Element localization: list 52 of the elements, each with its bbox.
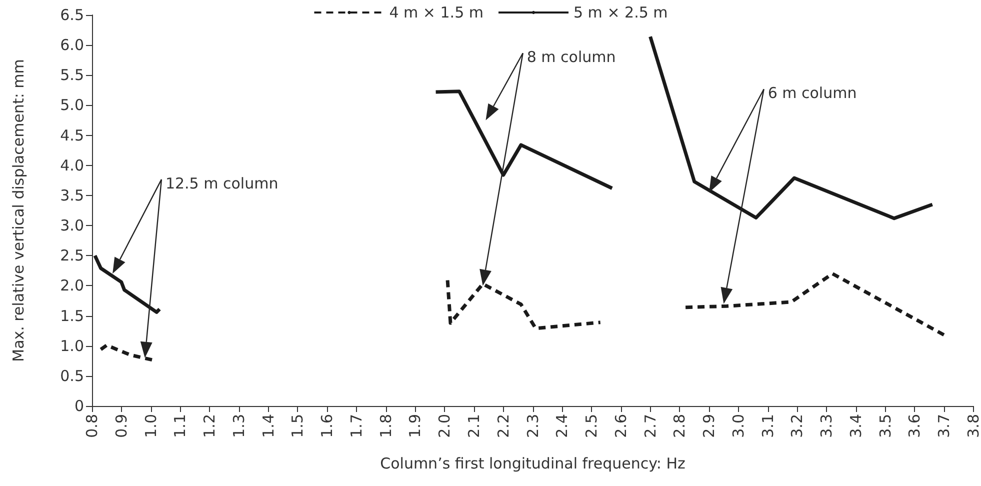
x-tick-label: 2.6: [612, 414, 630, 438]
y-tick-label: 3.0: [60, 216, 84, 235]
x-tick-label: 3.2: [788, 414, 806, 438]
y-tick-label: 1.0: [60, 336, 84, 355]
annotation: 8 m column: [526, 48, 616, 66]
x-tick-label: 0.9: [112, 414, 130, 438]
x-tick-label: 3.8: [964, 414, 981, 438]
x-tick-label: 0.8: [83, 414, 101, 438]
x-tick-label: 1.2: [200, 414, 219, 438]
y-tick-label: 4.0: [60, 156, 84, 174]
x-tick-label: 3.0: [729, 414, 748, 438]
y-tick-label: 3.5: [60, 186, 84, 204]
x-tick-label: 2.0: [436, 414, 454, 438]
x-tick-label: 3.3: [818, 414, 836, 438]
x-tick-label: 1.3: [230, 414, 248, 438]
y-tick-label: 4.5: [60, 126, 84, 144]
y-tick-label: 2.0: [60, 276, 84, 295]
x-tick-label: 2.8: [670, 414, 689, 438]
x-tick-label: 3.6: [906, 414, 924, 438]
y-tick-label: 6.0: [60, 36, 84, 54]
y-tick-label: 2.5: [60, 246, 84, 265]
x-tick-label: 1.0: [142, 414, 160, 438]
y-tick-label: 5.5: [60, 66, 84, 84]
x-tick-label: 2.2: [494, 414, 512, 438]
x-tick-label: 1.7: [347, 414, 366, 438]
x-tick-label: 1.8: [376, 414, 395, 438]
y-tick-label: 0.5: [60, 366, 84, 385]
x-tick-label: 1.4: [259, 414, 278, 438]
y-tick-label: 6.5: [60, 6, 84, 24]
x-tick-label: 3.1: [758, 414, 777, 438]
x-tick-label: 3.4: [846, 414, 865, 438]
y-tick-label: 1.5: [60, 306, 84, 325]
y-tick-label: 0: [74, 397, 84, 415]
annotation: 6 m column: [768, 84, 857, 102]
x-tick-label: 1.6: [318, 414, 336, 438]
legend-label: 5 m × 2.5 m: [574, 4, 668, 22]
x-tick-label: 2.9: [700, 414, 718, 438]
annotation: 12.5 m column: [165, 174, 278, 192]
x-tick-label: 1.5: [288, 414, 307, 438]
x-tick-label: 2.4: [553, 414, 572, 438]
x-tick-label: 1.1: [171, 414, 190, 438]
x-tick-label: 2.1: [464, 414, 483, 438]
y-tick-label: 5.0: [60, 96, 84, 114]
legend-label: 4 m × 1.5 m: [389, 4, 484, 22]
x-axis-title: Column’s first longitudinal frequency: Hz: [380, 454, 686, 472]
x-tick-label: 2.3: [524, 414, 542, 438]
y-axis-title: Max. relative vertical displacement: mm: [10, 59, 28, 362]
x-tick-label: 1.9: [406, 414, 424, 438]
x-tick-label: 2.5: [582, 414, 601, 438]
x-tick-label: 3.5: [876, 414, 894, 438]
x-tick-label: 3.7: [935, 414, 954, 438]
x-tick-label: 2.7: [641, 414, 660, 438]
